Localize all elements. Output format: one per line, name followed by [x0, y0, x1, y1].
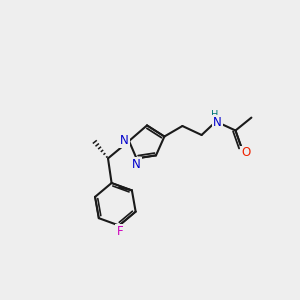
Text: N: N [213, 116, 222, 129]
Text: H: H [211, 110, 218, 120]
Text: F: F [116, 225, 123, 238]
Text: N: N [120, 134, 129, 147]
Text: O: O [242, 146, 250, 160]
Text: N: N [132, 158, 141, 171]
